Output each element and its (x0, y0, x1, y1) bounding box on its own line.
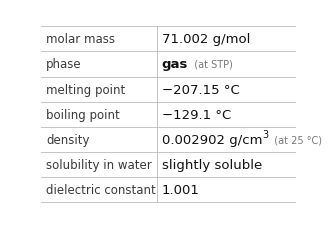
Text: −129.1 °C: −129.1 °C (162, 108, 231, 121)
Text: molar mass: molar mass (46, 33, 115, 46)
Text: density: density (46, 133, 90, 146)
Text: slightly soluble: slightly soluble (162, 158, 262, 171)
Text: 0.002902 g/cm: 0.002902 g/cm (162, 133, 262, 146)
Text: (at 25 °C): (at 25 °C) (268, 135, 322, 145)
Text: (at STP): (at STP) (188, 60, 233, 70)
Text: solubility in water: solubility in water (46, 158, 152, 171)
Text: 71.002 g/mol: 71.002 g/mol (162, 33, 250, 46)
Text: −207.15 °C: −207.15 °C (162, 83, 239, 96)
Text: 1.001: 1.001 (162, 183, 200, 196)
Text: gas: gas (162, 58, 188, 71)
Text: 3: 3 (262, 129, 268, 139)
Text: melting point: melting point (46, 83, 125, 96)
Text: dielectric constant: dielectric constant (46, 183, 156, 196)
Text: boiling point: boiling point (46, 108, 120, 121)
Text: phase: phase (46, 58, 82, 71)
